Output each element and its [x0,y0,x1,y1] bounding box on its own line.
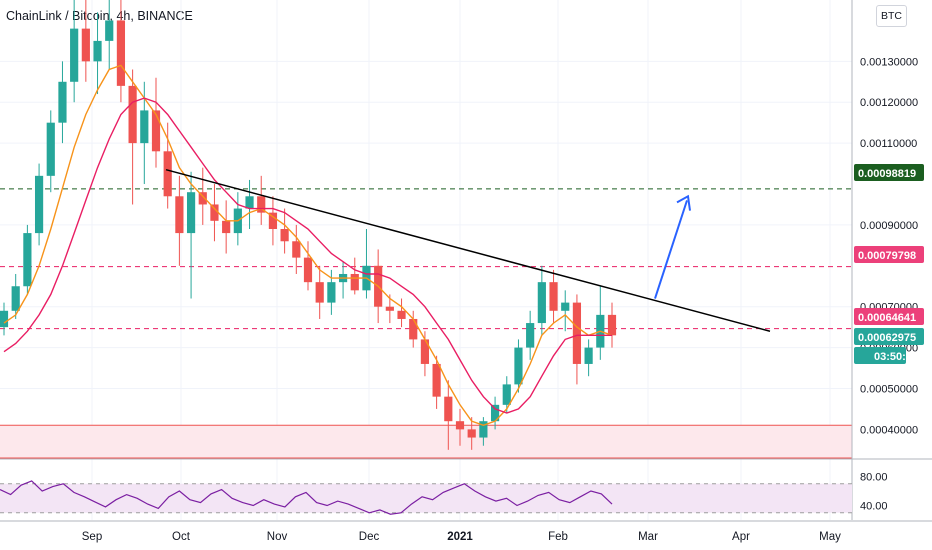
candle-body [327,282,336,303]
candle-body [222,220,231,234]
time-tick-label: Dec [359,531,380,543]
candle-body [198,192,207,205]
price-tag-countdown-bg [854,347,906,364]
candle-body [315,282,324,303]
support-zone [0,425,852,458]
descending-trendline [165,168,771,332]
candle-body [432,363,441,397]
candle-body [514,347,523,385]
candle-body [23,233,32,287]
time-tick-label: May [819,531,841,543]
chart-title: ChainLink / Bitcoin, 4h, BINANCE [6,9,193,23]
price-tick-label: 0.00040000 [860,424,918,436]
candle-body [140,110,149,144]
time-tick-label: Sep [82,531,102,543]
candle-body [385,306,394,311]
candle-body [58,81,67,123]
candle-body [303,257,313,283]
price-tag-last: 0.00064641 [858,312,916,324]
candle-body [479,421,488,438]
currency-button[interactable]: BTC [876,5,907,27]
price-tag-last-bg [854,308,924,325]
candle-body [186,192,196,234]
candle-body [0,310,9,328]
candle-body [607,314,617,336]
candle-body [81,28,90,62]
candle-body [175,196,184,234]
price-tick-label: 0.00090000 [860,220,918,232]
candle-body [245,196,254,209]
price-tag-current-bg [854,328,924,345]
time-tick-label: 2021 [447,531,473,543]
candle-body [280,229,289,242]
price-tag-resistance: 0.00098819 [858,168,916,180]
time-tick-label: Mar [638,531,658,543]
forecast-arrow [654,200,688,299]
price-tick-label: 0.00120000 [860,97,918,109]
grid-lines [0,0,852,520]
candle-body [490,404,500,422]
price-tick-label: 0.00050000 [860,383,918,395]
price-tag-mid-bg [854,246,924,263]
forecast-arrow-head [676,194,691,211]
candle-body [11,286,20,311]
candle-body [584,347,593,364]
candle-body [420,339,430,364]
price-tick-label: 0.00130000 [860,56,918,68]
candle-body [397,310,406,319]
candle-body [128,85,137,144]
candle-body [151,110,161,152]
candle-body [210,204,219,221]
time-tick-label: Feb [548,531,568,543]
candle-body [572,302,582,364]
time-tick-label: Apr [732,531,750,543]
price-tag-mid: 0.00079798 [858,250,916,262]
candle-body [116,20,126,86]
candle-body [257,196,266,213]
candle-body [561,302,570,311]
candle-body [93,40,102,62]
time-tick-label: Oct [172,531,191,543]
moving-average-fast [3,64,613,427]
candle-body [455,421,465,430]
candle-body [34,175,44,234]
rsi-line [0,480,613,515]
candle-body [526,323,535,348]
candle-body [163,151,172,197]
moving-average-slow [3,97,612,414]
candle-body [292,241,301,258]
price-tick-label: 0.00110000 [860,138,917,150]
price-tag-current: 0.00062975 [858,332,916,344]
candle-body [537,282,546,324]
candle-body [444,396,453,422]
candle-body [105,20,114,41]
price-tag-resistance-bg [854,164,924,181]
candle-body [409,318,418,340]
rsi-tick-label: 40.00 [860,501,888,513]
candle-body [502,384,511,405]
candle-body [350,273,359,291]
price-tag-countdown: 03:50:08 [874,351,918,363]
candle-body [268,212,278,229]
time-tick-label: Nov [267,531,288,543]
candle-body [70,28,79,82]
rsi-tick-label: 80.00 [860,472,888,484]
candle-body [46,122,55,176]
candle-body [549,282,558,311]
candle-body [467,429,476,438]
